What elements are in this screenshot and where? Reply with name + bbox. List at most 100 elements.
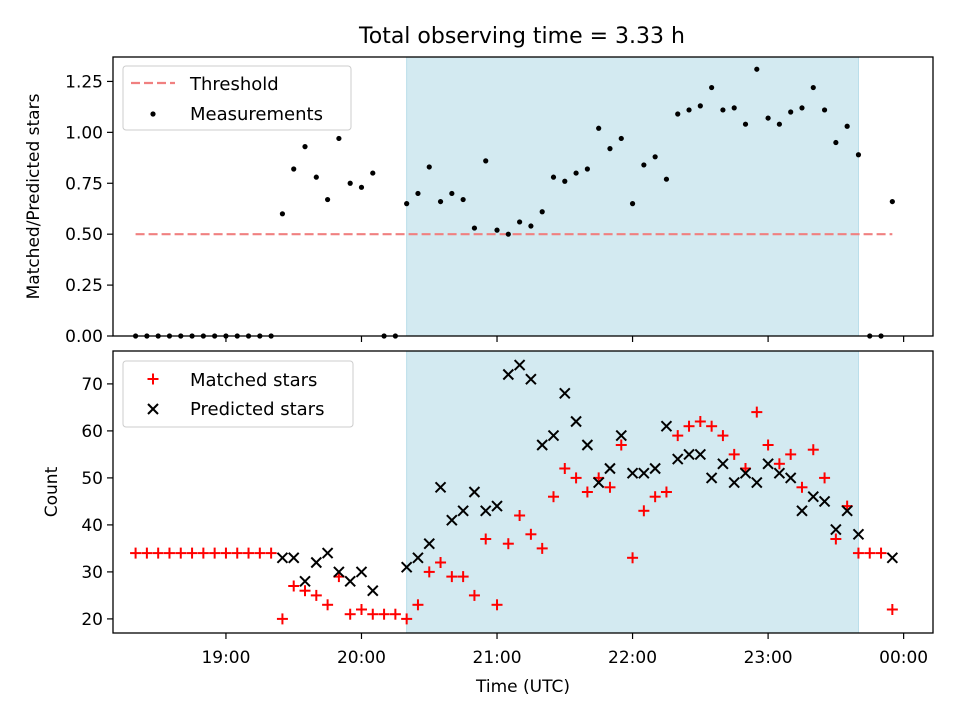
matched-star-point bbox=[310, 589, 322, 601]
matched-star-point bbox=[604, 481, 616, 493]
predicted-star-point bbox=[672, 453, 684, 465]
matched-star-point bbox=[785, 448, 797, 460]
predicted-star-point bbox=[739, 467, 752, 479]
measurement-point bbox=[505, 231, 511, 237]
measurement-point bbox=[426, 164, 432, 170]
matched-star-point bbox=[412, 599, 424, 611]
measurement-point bbox=[686, 107, 692, 113]
matched-star-point bbox=[559, 463, 571, 474]
measurement-point bbox=[799, 105, 805, 111]
measurement-point bbox=[517, 219, 523, 225]
bottom-x-axis: 19:00 20:00 21:00 22:00 23:00 00:00 bbox=[201, 633, 928, 668]
predicted-star-point bbox=[276, 552, 289, 564]
matched-star-point bbox=[163, 547, 175, 559]
measurement-point bbox=[697, 103, 703, 109]
matched-star-point bbox=[367, 608, 379, 620]
matched-star-point bbox=[175, 547, 187, 559]
matched-star-point bbox=[220, 547, 232, 559]
measurement-point bbox=[788, 109, 794, 115]
measurement-point bbox=[573, 170, 579, 176]
predicted-star-point bbox=[480, 505, 492, 517]
matched-star-point bbox=[243, 547, 255, 559]
measurement-point bbox=[528, 223, 534, 229]
bottom-x-tick-label: 20:00 bbox=[337, 648, 386, 668]
legend-threshold-label: Threshold bbox=[189, 74, 279, 95]
measurement-point bbox=[776, 121, 782, 127]
matched-star-point bbox=[186, 547, 198, 559]
measurement-point bbox=[358, 184, 365, 190]
measurement-point bbox=[754, 66, 760, 72]
predicted-star-point bbox=[694, 448, 707, 461]
top-y-tick-label: 0.25 bbox=[65, 276, 103, 296]
measurement-point bbox=[675, 111, 681, 117]
measurement-point bbox=[709, 84, 715, 91]
matched-star-point bbox=[378, 608, 390, 620]
bottom-y-tick-label: 60 bbox=[81, 422, 103, 442]
legend-predicted-label: Predicted stars bbox=[190, 399, 324, 420]
measurement-point bbox=[449, 190, 455, 197]
predicted-star-point bbox=[547, 429, 560, 442]
predicted-star-point bbox=[841, 505, 853, 517]
matched-star-point bbox=[694, 416, 706, 427]
bottom-y-tick-label: 20 bbox=[81, 610, 103, 630]
predicted-star-point bbox=[333, 566, 345, 578]
matched-star-point bbox=[875, 547, 887, 559]
measurement-point bbox=[641, 162, 647, 168]
bottom-x-axis-label: Time (UTC) bbox=[475, 677, 570, 697]
matched-star-point bbox=[570, 472, 582, 484]
predicted-star-point bbox=[423, 537, 435, 550]
predicted-star-point bbox=[626, 467, 639, 479]
matched-star-point bbox=[547, 491, 559, 503]
matched-star-point bbox=[491, 599, 503, 611]
predicted-star-point bbox=[784, 472, 797, 484]
matched-star-point bbox=[627, 552, 639, 564]
bottom-plot-frame bbox=[112, 350, 934, 634]
measurement-point bbox=[720, 107, 726, 113]
predicted-star-point bbox=[604, 462, 616, 475]
predicted-stars-points bbox=[276, 359, 899, 597]
matched-star-point bbox=[265, 547, 277, 559]
matched-star-point bbox=[706, 420, 718, 432]
predicted-star-point bbox=[796, 505, 808, 517]
measurement-point bbox=[629, 201, 636, 207]
bottom-y-tick-label: 40 bbox=[81, 516, 103, 536]
top-x-axis bbox=[225, 336, 905, 342]
predicted-star-point bbox=[683, 448, 695, 461]
legend-matched-swatch bbox=[147, 373, 159, 385]
measurement-point bbox=[596, 125, 602, 131]
bottom-y-tick-label: 30 bbox=[81, 563, 103, 583]
matched-star-point bbox=[819, 472, 831, 484]
predicted-star-point bbox=[321, 547, 334, 559]
measurement-point bbox=[810, 84, 816, 91]
measurement-point bbox=[313, 174, 319, 180]
measurements-points bbox=[132, 66, 895, 339]
measurement-point bbox=[731, 105, 737, 111]
matched-star-point bbox=[672, 430, 684, 442]
legend-box bbox=[122, 65, 352, 131]
bottom-y-tick-label: 70 bbox=[81, 375, 103, 395]
bottom-panel: 20 30 40 50 60 70 19:00 20:00 21:00 22:00 23:00 00… bbox=[42, 350, 934, 697]
predicted-star-point bbox=[570, 415, 582, 428]
matched-star-point bbox=[514, 510, 526, 521]
predicted-star-point bbox=[446, 514, 458, 526]
predicted-star-point bbox=[592, 476, 605, 489]
top-observing-span bbox=[406, 56, 859, 337]
measurement-point bbox=[663, 176, 670, 182]
top-plot-frame bbox=[112, 56, 934, 337]
measurement-point bbox=[652, 154, 658, 160]
matched-star-point bbox=[423, 566, 435, 578]
measurement-point bbox=[765, 115, 771, 121]
measurement-point bbox=[607, 146, 613, 152]
matched-star-point bbox=[751, 406, 763, 418]
matched-star-point bbox=[830, 533, 842, 545]
predicted-star-point bbox=[705, 472, 718, 484]
measurement-point bbox=[562, 178, 568, 184]
bottom-x-tick-label: 19:00 bbox=[201, 648, 250, 668]
predicted-star-point bbox=[773, 467, 786, 479]
predicted-star-point bbox=[367, 584, 379, 597]
top-y-tick-label: 0.75 bbox=[65, 174, 103, 194]
predicted-star-point bbox=[502, 368, 515, 381]
matched-star-point bbox=[355, 604, 367, 615]
matched-star-point bbox=[446, 571, 458, 583]
